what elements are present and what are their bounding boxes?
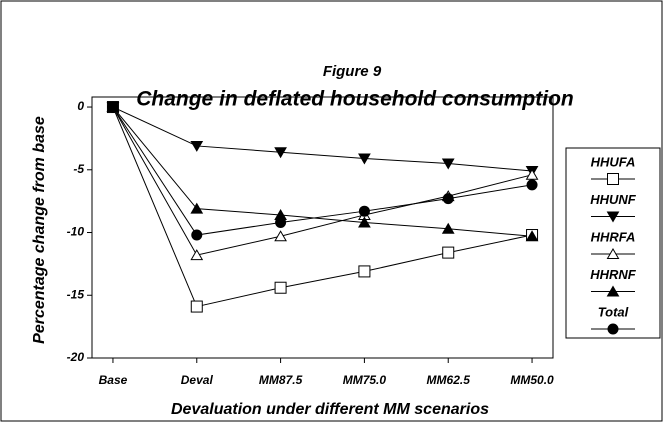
chart-title: Figure 9 [323,63,382,80]
x-tick-label: MM62.5 [427,373,471,387]
legend-label: Total [598,304,629,319]
data-point [358,265,371,278]
series-line [112,106,533,308]
series-line [112,106,533,237]
series-line [112,106,533,236]
y-tick-label: -20 [67,350,85,364]
data-point [190,249,204,261]
y-tick-label: 0 [77,99,84,113]
series-line [112,106,533,172]
data-point [525,168,539,180]
data-point [441,158,455,170]
x-tick-label: Deval [181,373,214,387]
x-axis-label: Devaluation under different MM scenarios [171,401,489,418]
legend-label: HHUNF [590,192,637,207]
x-tick-label: MM50.0 [510,373,554,387]
data-point [358,153,371,165]
data-point [442,193,454,205]
chart-subtitle: Change in deflated household consumption [136,88,574,111]
data-point [358,205,370,217]
data-point [274,281,287,294]
data-point [358,216,371,228]
y-axis-label: Percentage change from base [31,116,48,344]
legend-label: HHRFA [591,229,636,244]
x-tick-label: Base [99,373,128,387]
legend-marker [607,173,619,185]
legend-label: HHRNF [590,267,637,282]
data-point [107,101,119,113]
y-tick-label: -15 [67,287,85,301]
data-point [191,229,203,241]
data-point [442,246,455,259]
legend-marker [606,211,620,223]
data-point [525,230,539,242]
legend-label: HHUFA [591,154,636,169]
data-point [190,202,204,214]
x-tick-label: MM75.0 [343,373,387,387]
y-tick-label: -5 [73,162,84,176]
data-point [190,140,204,152]
x-tick-label: MM87.5 [259,373,303,387]
data-point [526,179,538,191]
data-point [274,147,287,159]
legend-marker [606,285,620,297]
data-point [190,300,203,313]
legend-box [565,147,661,339]
data-point [275,216,287,228]
series-line [112,106,533,256]
data-point [274,230,287,242]
legend-marker [607,323,619,335]
legend-marker [606,248,620,259]
y-tick-label: -10 [67,225,85,239]
plot-frame [91,96,554,359]
data-point [441,222,455,234]
